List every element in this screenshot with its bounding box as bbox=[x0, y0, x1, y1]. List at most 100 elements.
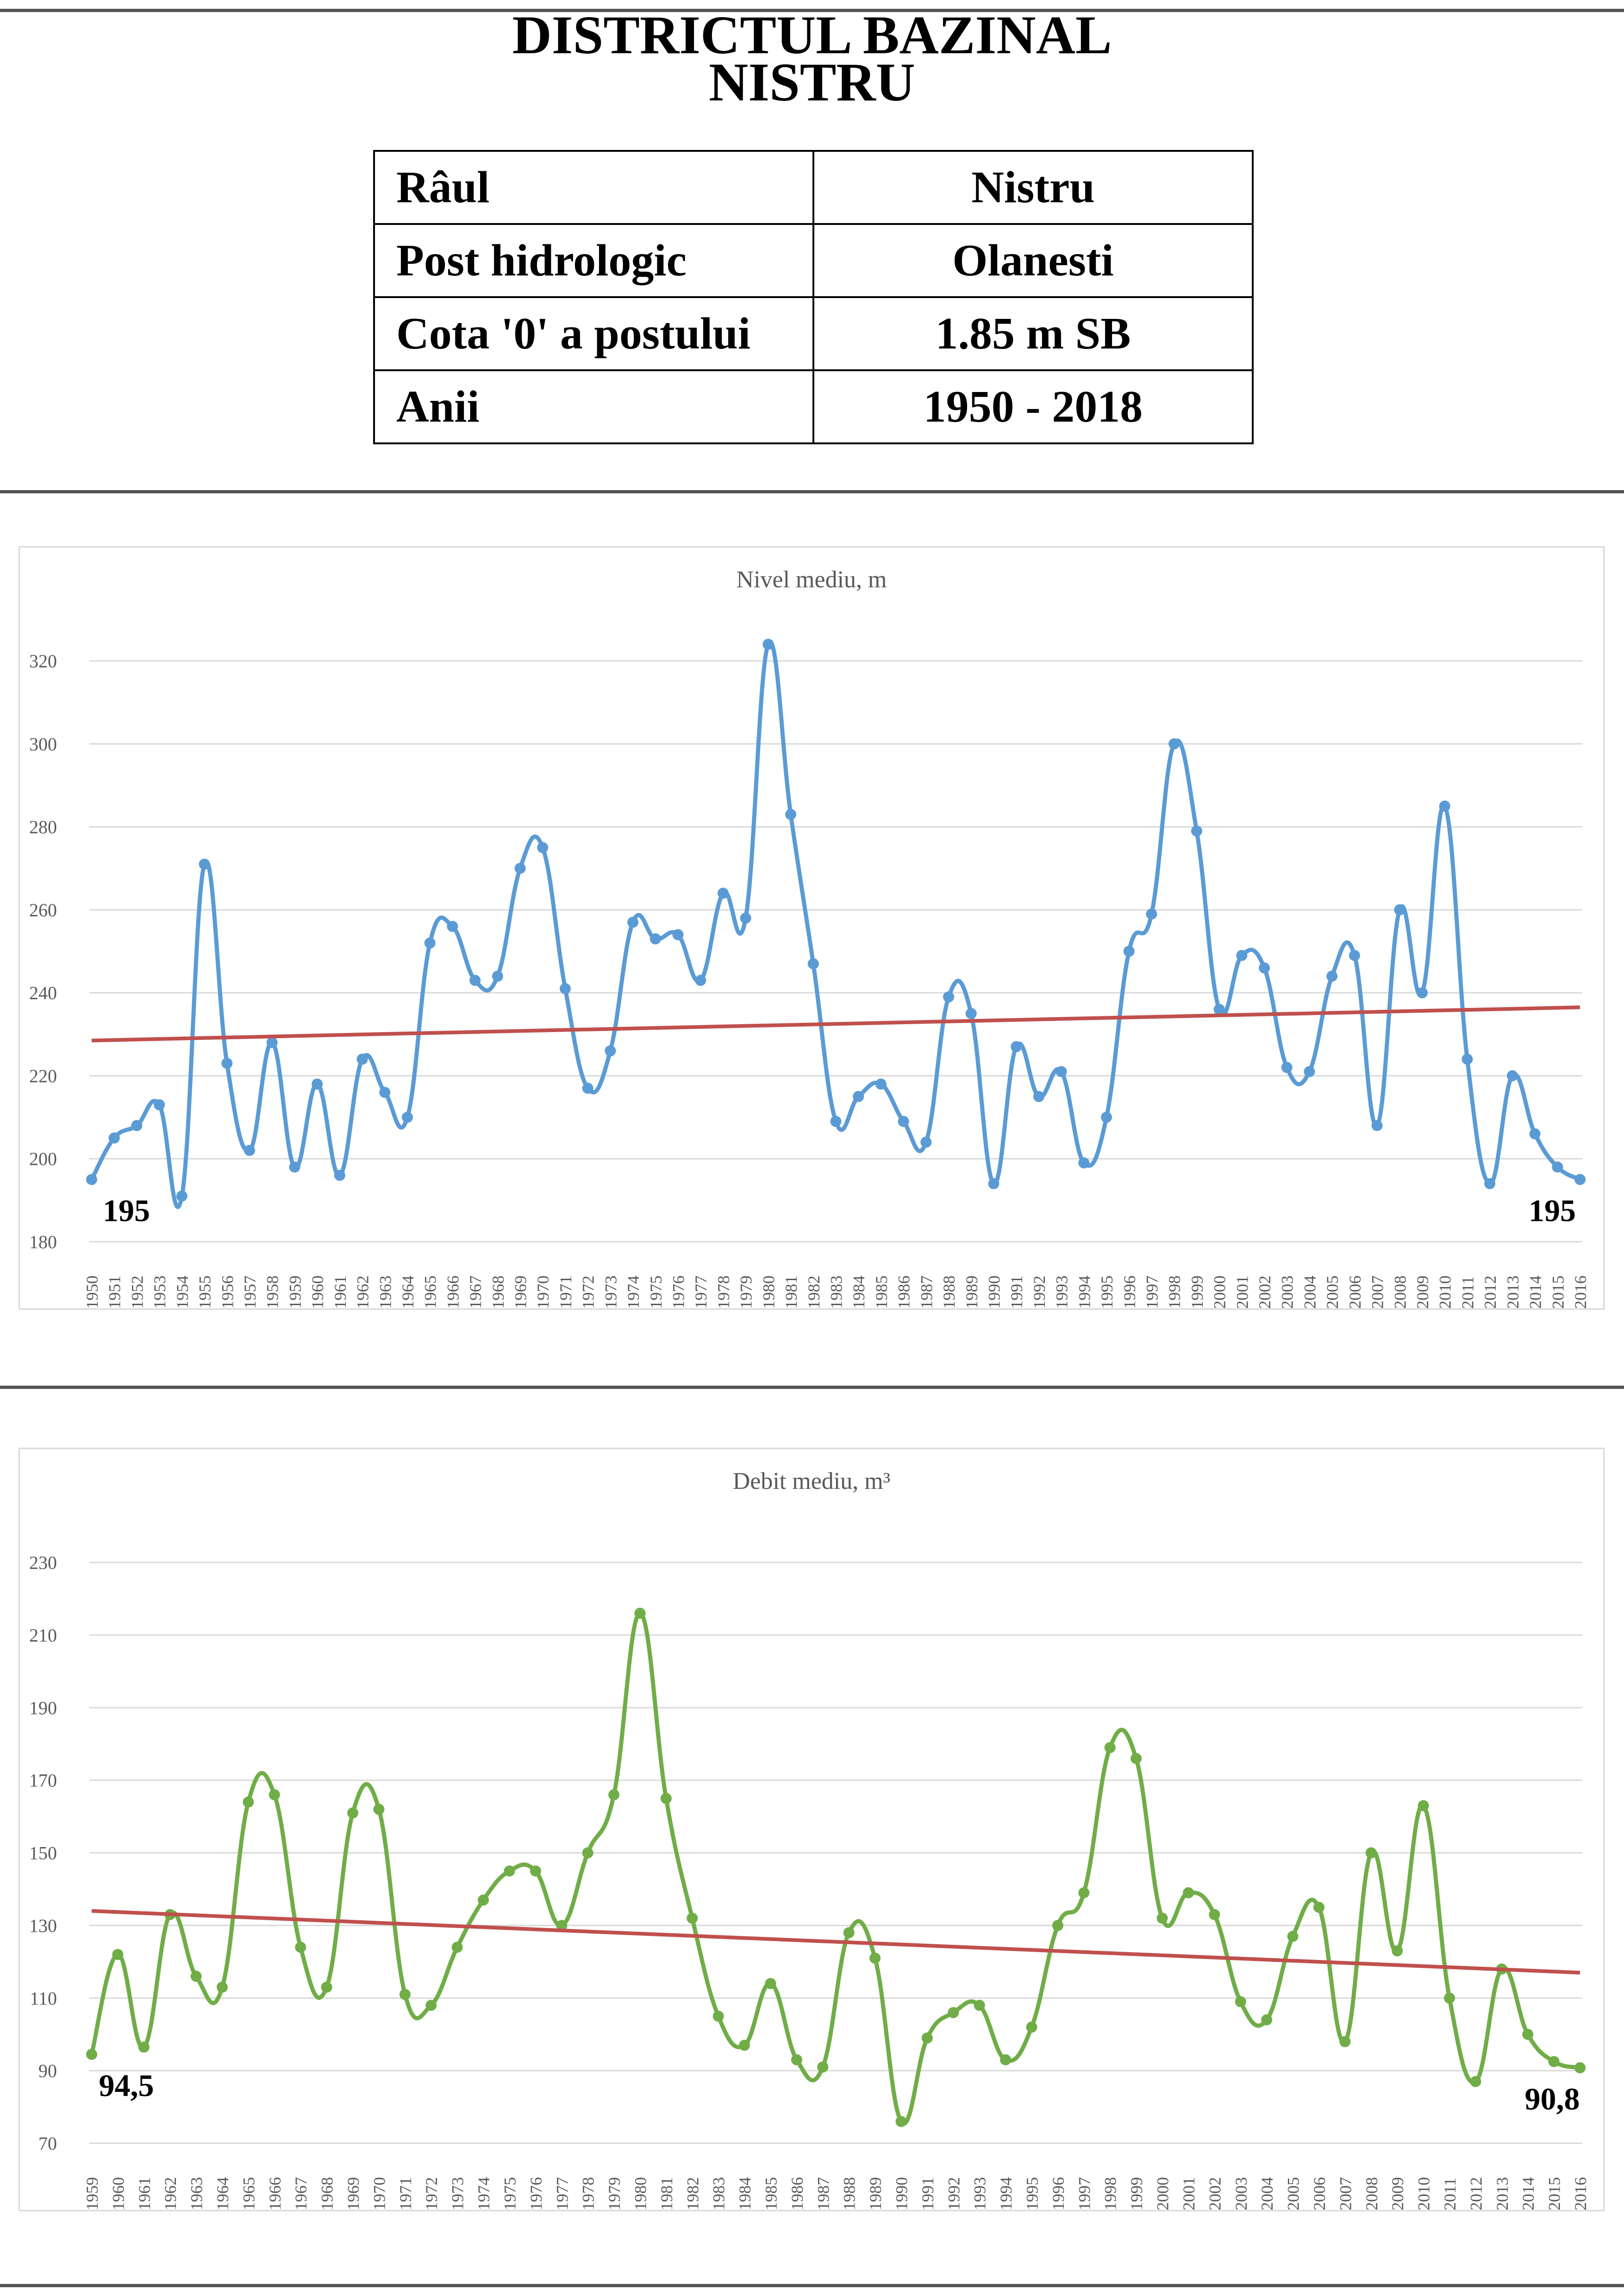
x-tick-label: 1997 bbox=[1075, 2177, 1093, 2210]
data-point bbox=[1287, 1930, 1299, 1942]
x-tick-label: 2000 bbox=[1154, 2177, 1172, 2210]
data-point bbox=[1313, 1902, 1324, 1913]
x-tick-label: 1968 bbox=[318, 2177, 337, 2210]
x-tick-label: 1986 bbox=[895, 1276, 913, 1308]
data-point bbox=[672, 929, 684, 940]
trend-line bbox=[91, 1909, 1580, 1975]
x-tick-label: 2016 bbox=[1571, 2177, 1590, 2210]
data-point bbox=[582, 1847, 593, 1859]
data-point bbox=[221, 1058, 233, 1069]
data-point bbox=[312, 1078, 323, 1090]
data-point bbox=[492, 971, 503, 982]
x-tick-label: 1996 bbox=[1120, 1276, 1139, 1308]
data-point bbox=[740, 912, 751, 924]
data-point bbox=[687, 1912, 698, 1924]
x-tick-label: 1978 bbox=[579, 2177, 598, 2210]
data-point bbox=[451, 1941, 463, 1953]
data-point bbox=[1349, 950, 1360, 961]
x-tick-label: 2004 bbox=[1300, 1276, 1319, 1308]
data-point bbox=[1236, 950, 1248, 961]
x-tick-label: 1976 bbox=[527, 2177, 545, 2210]
page-title-line-1: DISTRICTUL BAZINAL bbox=[512, 5, 1112, 65]
data-point bbox=[1209, 1909, 1220, 1920]
data-point bbox=[1574, 2062, 1586, 2073]
x-tick-label: 1994 bbox=[997, 2177, 1015, 2210]
x-tick-label: 1994 bbox=[1075, 1276, 1093, 1308]
x-tick-label: 2000 bbox=[1211, 1276, 1229, 1308]
x-tick-label: 1982 bbox=[683, 2177, 702, 2210]
station-info-table: Râul Nistru Post hidrologic Olanesti Cot… bbox=[373, 150, 1254, 444]
x-tick-label: 2012 bbox=[1467, 2177, 1485, 2210]
data-point bbox=[1104, 1742, 1116, 1754]
x-tick-label: 1950 bbox=[83, 1276, 101, 1308]
data-point bbox=[399, 1989, 411, 2000]
x-tick-label: 1956 bbox=[218, 1276, 237, 1308]
x-tick-label: 1962 bbox=[354, 1276, 372, 1308]
data-point bbox=[807, 958, 819, 970]
data-point bbox=[608, 1789, 620, 1800]
data-point bbox=[634, 1607, 646, 1619]
data-point bbox=[785, 809, 797, 820]
data-point bbox=[817, 2061, 829, 2073]
y-tick-label: 180 bbox=[29, 1232, 57, 1252]
x-tick-label: 1953 bbox=[150, 1276, 169, 1308]
data-point bbox=[1574, 1174, 1586, 1185]
x-tick-label: 1983 bbox=[827, 1276, 846, 1308]
x-tick-label: 2009 bbox=[1413, 1276, 1432, 1308]
series-line bbox=[90, 640, 1581, 1209]
data-point bbox=[1439, 800, 1450, 812]
data-point bbox=[356, 1053, 368, 1065]
y-tick-label: 260 bbox=[29, 900, 57, 921]
data-point bbox=[1418, 1800, 1429, 1811]
x-tick-label: 1970 bbox=[370, 2177, 388, 2210]
x-tick-label: 1987 bbox=[917, 1276, 936, 1308]
x-tick-label: 1981 bbox=[657, 2177, 676, 2210]
x-tick-label: 1971 bbox=[556, 1276, 575, 1308]
x-tick-label: 1973 bbox=[601, 1276, 620, 1308]
x-tick-label: 1980 bbox=[631, 2177, 650, 2210]
data-point bbox=[295, 1941, 306, 1953]
data-point bbox=[244, 1145, 255, 1156]
x-tick-label: 1954 bbox=[173, 1276, 192, 1308]
data-point bbox=[530, 1865, 541, 1877]
x-tick-label: 2016 bbox=[1571, 1276, 1590, 1308]
data-point bbox=[108, 1132, 120, 1144]
data-point bbox=[401, 1112, 413, 1123]
data-point bbox=[605, 1045, 616, 1057]
x-tick-label: 1993 bbox=[971, 2177, 989, 2210]
x-tick-label: 2001 bbox=[1233, 1276, 1251, 1308]
data-point bbox=[1213, 1004, 1225, 1015]
x-tick-label: 1967 bbox=[292, 2177, 310, 2210]
x-tick-label: 2001 bbox=[1180, 2177, 1198, 2210]
endpoint-data-label: 195 bbox=[103, 1193, 150, 1228]
data-point bbox=[843, 1927, 855, 1939]
data-point bbox=[1365, 1847, 1377, 1859]
info-value-station: Olanesti bbox=[812, 223, 1254, 298]
x-tick-label: 1995 bbox=[1098, 1276, 1116, 1308]
x-tick-label: 1988 bbox=[840, 2177, 859, 2210]
data-point bbox=[559, 983, 571, 995]
x-tick-label: 1997 bbox=[1143, 1276, 1161, 1308]
table-row: Râul Nistru bbox=[373, 150, 1254, 225]
x-tick-label: 1959 bbox=[286, 1276, 304, 1308]
data-point bbox=[1191, 825, 1202, 837]
info-value-years: 1950 - 2018 bbox=[812, 369, 1254, 444]
data-point bbox=[1026, 2022, 1037, 2033]
data-point bbox=[1033, 1091, 1044, 1102]
x-tick-label: 2007 bbox=[1368, 1276, 1387, 1308]
x-tick-label: 2003 bbox=[1232, 2177, 1250, 2210]
level-chart-title: Nivel mediu, m bbox=[736, 566, 887, 593]
x-tick-label: 1973 bbox=[449, 2177, 467, 2210]
data-point bbox=[269, 1789, 280, 1800]
data-point bbox=[1417, 987, 1428, 999]
y-tick-label: 300 bbox=[29, 734, 57, 754]
data-point bbox=[1304, 1066, 1315, 1077]
x-tick-label: 1963 bbox=[187, 2177, 206, 2210]
header-rule bbox=[0, 490, 1624, 493]
x-tick-label: 2006 bbox=[1310, 2177, 1329, 2210]
data-point bbox=[537, 842, 549, 853]
y-tick-label: 320 bbox=[29, 651, 57, 672]
info-value-datum: 1.85 m SB bbox=[812, 296, 1254, 371]
x-tick-label: 2008 bbox=[1362, 2177, 1381, 2210]
x-tick-label: 1988 bbox=[940, 1276, 958, 1308]
